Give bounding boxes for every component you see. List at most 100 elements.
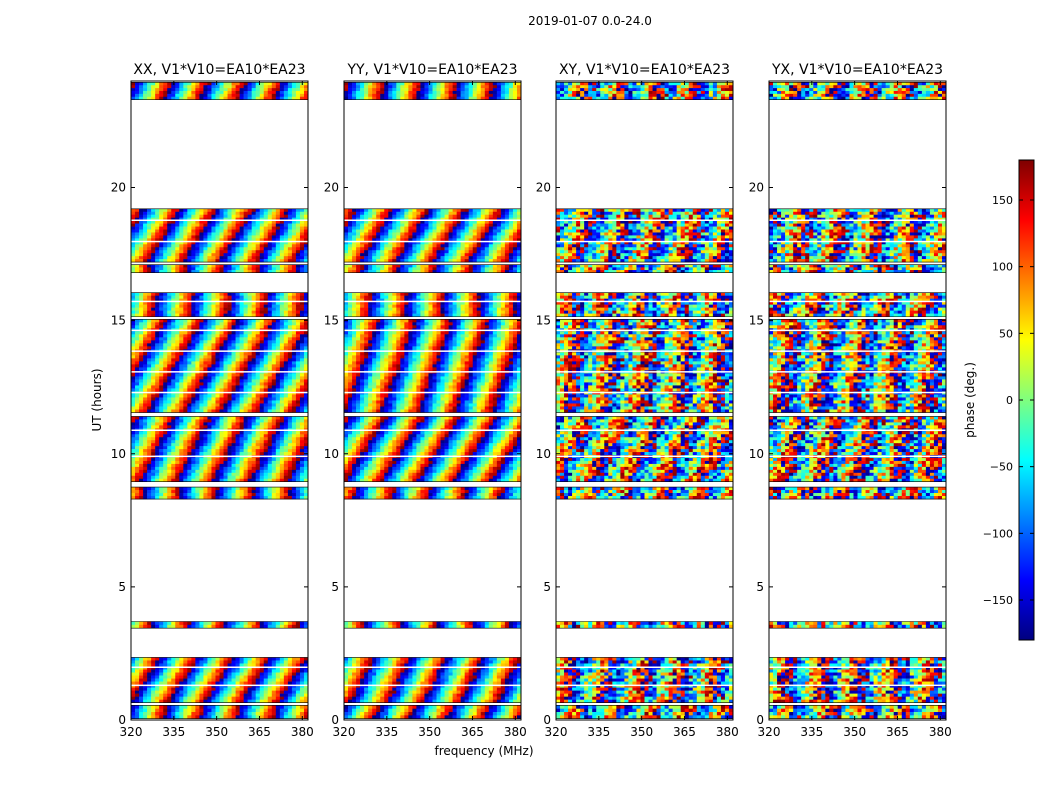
x-tick-label: 320 [758,725,781,739]
y-tick-label: 0 [118,713,126,727]
axes-frame [343,80,522,721]
y-tick-label: 10 [111,447,126,461]
x-axis-label: frequency (MHz) [434,744,533,758]
phase-band [769,264,947,274]
colorbar-label: phase (deg.) [963,362,977,438]
phase-band [131,705,309,719]
phase-band [769,705,947,719]
phase-band [344,657,522,703]
phase-band [556,621,734,629]
phase-band [556,416,734,483]
phase-band [556,208,734,263]
x-tick-label: 350 [205,725,228,739]
phase-band [769,416,947,483]
colorbar: 150 100 50 0 −50 −100 −150 phase (deg.) [963,159,1035,641]
x-tick-label: 350 [843,725,866,739]
phase-band [344,292,522,317]
phase-band [344,318,522,413]
y-axis-label: UT (hours) [90,368,104,431]
colorbar-tick-label: −50 [990,461,1013,474]
panel-1: XX, V1*V10=EA10*EA23 320 335 350 365 380 0 5 10 1… [111,62,314,739]
y-tick-label: 15 [111,314,126,328]
colorbar-tick-label: 150 [992,194,1013,207]
panel-title: XX, V1*V10=EA10*EA23 [133,62,305,78]
x-tick-label: 320 [120,725,143,739]
y-tick-label: 5 [118,580,126,594]
phase-band [769,208,947,263]
x-tick-label: 320 [333,725,356,739]
x-tick-label: 335 [587,725,610,739]
x-tick-label: 380 [929,725,952,739]
x-tick-label: 365 [461,725,484,739]
y-tick-label: 10 [749,447,764,461]
y-tick-label: 20 [536,181,551,195]
panel-title: XY, V1*V10=EA10*EA23 [559,62,730,78]
panel-title: YX, V1*V10=EA10*EA23 [771,62,943,78]
figure-suptitle: 2019-01-07 0.0-24.0 [0,14,1050,28]
phase-band [131,208,309,263]
colorbar-tick-label: 0 [1006,394,1013,407]
phase-band [131,82,309,100]
x-tick-label: 380 [291,725,314,739]
x-tick-label: 320 [545,725,568,739]
panel-2: YY, V1*V10=EA10*EA23 320 335 350 365 380 0 5 10 1… [324,62,527,739]
phase-band [131,416,309,483]
phase-band [131,486,309,500]
phase-band [769,292,947,317]
panel-title: YY, V1*V10=EA10*EA23 [346,62,517,78]
phase-band [344,208,522,263]
phase-band [769,621,947,629]
x-tick-label: 380 [716,725,739,739]
phase-band [344,416,522,483]
y-tick-label: 15 [324,314,339,328]
phase-band [344,705,522,719]
y-tick-label: 5 [543,580,551,594]
phase-band [344,486,522,500]
y-tick-label: 10 [536,447,551,461]
y-tick-label: 0 [543,713,551,727]
x-tick-label: 335 [800,725,823,739]
y-tick-label: 10 [324,447,339,461]
panels: XX, V1*V10=EA10*EA23 320 335 350 365 380 0 5 10 1… [111,62,952,739]
phase-band [131,264,309,274]
panel-3: XY, V1*V10=EA10*EA23 320 335 350 365 380 0 5 10 1… [536,62,739,739]
y-tick-label: 15 [749,314,764,328]
phase-band [131,318,309,413]
x-tick-label: 365 [248,725,271,739]
y-tick-label: 0 [331,713,339,727]
phase-band [344,82,522,100]
phase-band [556,264,734,274]
axes-frame [130,80,309,721]
phase-band [131,657,309,703]
x-tick-label: 365 [673,725,696,739]
phase-band [556,82,734,100]
colorbar-tick-label: −150 [983,594,1013,607]
colorbar-tick-label: 50 [999,327,1013,340]
phase-band [131,621,309,629]
phase-band [769,82,947,100]
y-tick-label: 5 [331,580,339,594]
x-tick-label: 350 [418,725,441,739]
phase-band [131,292,309,317]
panel-4: YX, V1*V10=EA10*EA23 320 335 350 365 380 0 5 10 1… [749,62,952,739]
phase-band [556,657,734,703]
phase-band [344,264,522,274]
phase-band [556,486,734,500]
x-tick-label: 335 [375,725,398,739]
colorbar-tick-label: 100 [992,261,1013,274]
y-tick-label: 20 [749,181,764,195]
phase-band [556,318,734,413]
y-tick-label: 15 [536,314,551,328]
x-tick-label: 335 [162,725,185,739]
phase-band [769,486,947,500]
y-tick-label: 5 [756,580,764,594]
colorbar-tick-label: −100 [983,527,1013,540]
phase-band [556,292,734,317]
phase-band [769,657,947,703]
y-tick-label: 20 [324,181,339,195]
axes-frame [768,80,947,721]
phase-band [769,318,947,413]
x-tick-label: 380 [504,725,527,739]
y-tick-label: 20 [111,181,126,195]
